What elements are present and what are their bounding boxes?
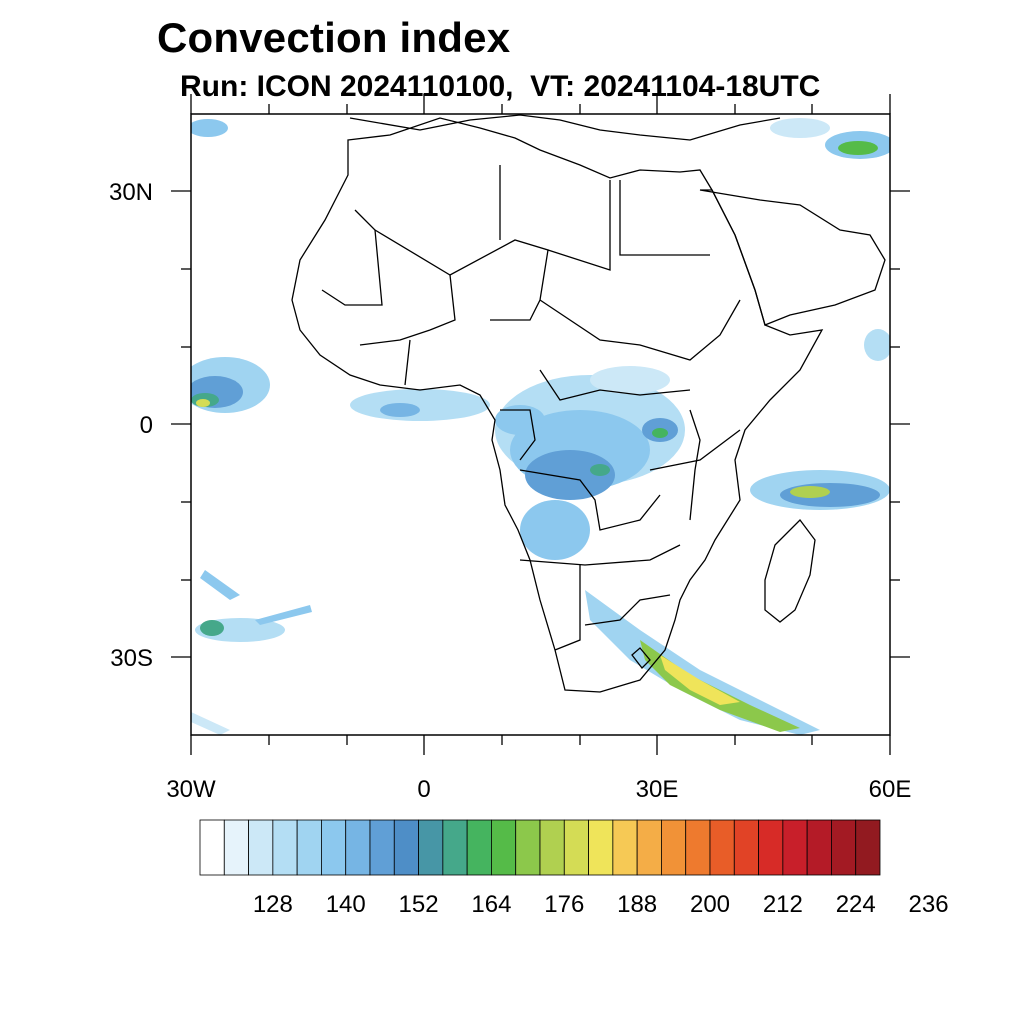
colorbar-swatch (199, 819, 225, 876)
convection-patch (350, 389, 490, 421)
convection-patch (255, 605, 312, 625)
colorbar-swatch (418, 819, 444, 876)
convection-patch (660, 655, 740, 705)
lat-label-30n: 30N (109, 179, 153, 206)
colorbar-swatch (661, 819, 687, 876)
colorbar-swatch (588, 819, 614, 876)
chart-title: Convection index (157, 14, 511, 61)
convection-patch (652, 428, 668, 438)
lon-label-30e: 30E (636, 776, 679, 803)
colorbar (199, 819, 881, 876)
colorbar-swatch (321, 819, 347, 876)
chart-subtitle: Run: ICON 2024110100, VT: 20241104-18UTC (180, 70, 821, 103)
colorbar-swatch (223, 819, 249, 876)
colorbar-label: 188 (617, 891, 657, 918)
colorbar-swatch (782, 819, 808, 876)
colorbar-swatch (539, 819, 565, 876)
colorbar-swatch (345, 819, 371, 876)
coastline (291, 114, 886, 693)
lon-label-30w: 30W (166, 776, 216, 803)
colorbar-swatch (709, 819, 735, 876)
colorbar-swatch (515, 819, 541, 876)
convection-patch (525, 450, 615, 500)
convection-patch (520, 500, 590, 560)
colorbar-swatch (491, 819, 517, 876)
convection-patch (200, 620, 224, 636)
colorbar-label: 152 (399, 891, 439, 918)
colorbar-swatch (758, 819, 784, 876)
convection-patch (200, 570, 240, 600)
lon-label-60e: 60E (869, 776, 912, 803)
colorbar-swatch (636, 819, 662, 876)
colorbar-labels: 128 140 152 164 176 188 200 212 224 236 (253, 891, 949, 918)
colorbar-label: 176 (544, 891, 584, 918)
colorbar-label: 212 (763, 891, 803, 918)
convection-patch (770, 118, 830, 138)
axis-ticks (171, 94, 910, 755)
colorbar-label: 164 (471, 891, 511, 918)
colorbar-label: 200 (690, 891, 730, 918)
convection-field (191, 118, 890, 735)
colorbar-label: 128 (253, 891, 293, 918)
convection-patch (838, 141, 878, 155)
convection-patch (790, 486, 830, 498)
convection-patch (191, 119, 228, 137)
convection-patch (380, 403, 420, 417)
colorbar-swatch (466, 819, 492, 876)
convection-patch (640, 640, 800, 732)
convection-patch (590, 366, 670, 394)
colorbar-swatch (733, 819, 759, 876)
convection-patch (585, 590, 820, 735)
colorbar-swatch (393, 819, 419, 876)
colorbar-label: 224 (836, 891, 876, 918)
colorbar-swatch (563, 819, 589, 876)
lat-label-30s: 30S (110, 645, 153, 672)
convection-patch (590, 464, 610, 476)
lon-label-0: 0 (417, 776, 430, 803)
colorbar-swatch (855, 819, 881, 876)
colorbar-swatch (612, 819, 638, 876)
colorbar-swatch (369, 819, 395, 876)
convection-patch (196, 399, 210, 407)
colorbar-label: 140 (326, 891, 366, 918)
colorbar-swatch (685, 819, 711, 876)
convection-patch (191, 712, 230, 735)
colorbar-swatch (248, 819, 274, 876)
colorbar-swatch (296, 819, 322, 876)
lat-label-0: 0 (140, 412, 153, 439)
colorbar-swatch (272, 819, 298, 876)
colorbar-swatch (831, 819, 857, 876)
colorbar-swatch (442, 819, 468, 876)
colorbar-swatch (806, 819, 832, 876)
colorbar-label: 236 (909, 891, 949, 918)
convection-patch (864, 329, 890, 361)
